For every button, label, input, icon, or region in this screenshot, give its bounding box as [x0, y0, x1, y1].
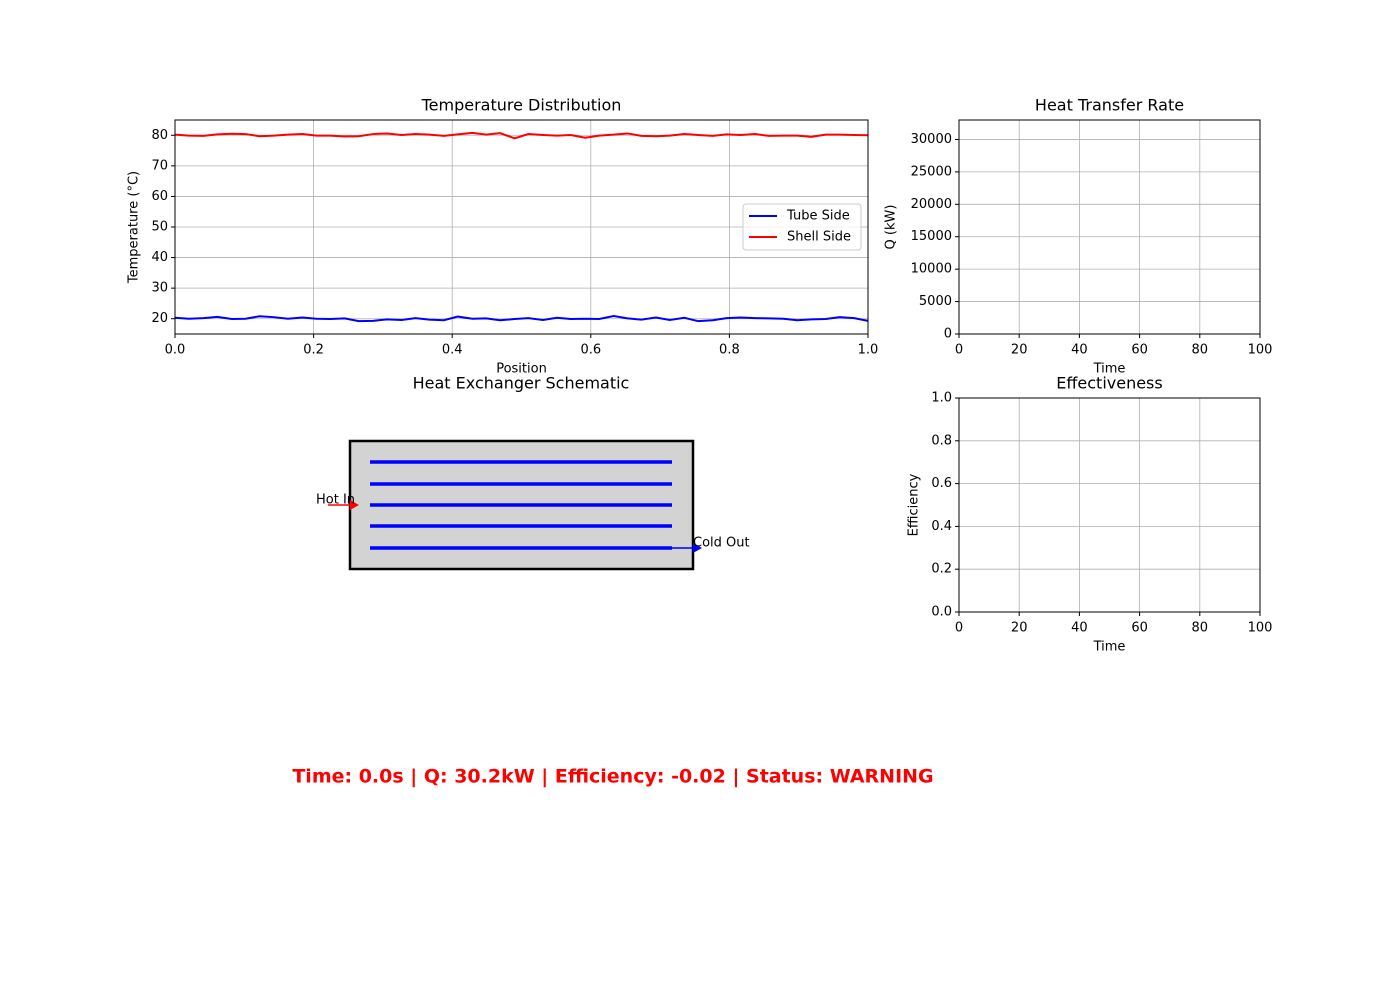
- axes-frame: [174, 119, 869, 335]
- y-tick-label: 70: [151, 158, 168, 173]
- x-tick-label: 80: [1192, 621, 1209, 636]
- y-tick-label: 1.0: [931, 391, 952, 406]
- x-tick-label: 1.0: [858, 343, 879, 358]
- y-tick-label: 30000: [911, 132, 952, 147]
- x-tick-label: 0.6: [580, 343, 601, 358]
- y-tick-label: 0.0: [931, 605, 952, 620]
- inlet-arrow-head: [350, 500, 359, 510]
- status-text: Time: 0.0s | Q: 30.2kW | Efficiency: -0.…: [292, 766, 933, 788]
- x-tick-label: 0.0: [165, 343, 186, 358]
- chart-title: Effectiveness: [1056, 374, 1162, 393]
- x-tick-label: 0: [955, 621, 963, 636]
- y-tick-label: 20000: [911, 197, 952, 212]
- y-tick-label: 80: [151, 128, 168, 143]
- series-line: [174, 131, 869, 140]
- y-tick-label: 0.2: [931, 562, 952, 577]
- axes-frame: [958, 397, 1261, 613]
- x-tick-label: 100: [1248, 343, 1273, 358]
- y-axis-label: Efficiency: [907, 473, 922, 536]
- x-tick-label: 0.8: [719, 343, 740, 358]
- outlet-arrow-head: [693, 543, 702, 553]
- y-tick-label: 25000: [911, 164, 952, 179]
- x-tick-label: 40: [1071, 621, 1088, 636]
- axes-frame: [958, 119, 1261, 335]
- x-tick-label: 60: [1131, 343, 1148, 358]
- x-axis-label: Position: [496, 362, 547, 377]
- y-tick-label: 60: [151, 189, 168, 204]
- tubes: [370, 460, 672, 550]
- y-tick-label: 10000: [911, 262, 952, 277]
- y-tick-label: 0: [944, 327, 952, 342]
- legend-label: Shell Side: [787, 230, 851, 245]
- x-tick-label: 0.4: [442, 343, 463, 358]
- y-tick-label: 50: [151, 220, 168, 235]
- chart-title: Heat Transfer Rate: [1035, 96, 1184, 115]
- y-tick-label: 20: [151, 311, 168, 326]
- legend-label: Tube Side: [786, 209, 850, 224]
- inlet-label: Hot In: [316, 493, 355, 508]
- y-tick-label: 0.6: [931, 476, 952, 491]
- x-tick-label: 20: [1011, 621, 1028, 636]
- y-tick-label: 15000: [911, 229, 952, 244]
- x-tick-label: 20: [1011, 343, 1028, 358]
- series-line: [174, 314, 869, 323]
- y-axis-label: Q (kW): [884, 205, 899, 250]
- y-tick-label: 0.4: [931, 519, 952, 534]
- y-tick-label: 40: [151, 250, 168, 265]
- schematic-title: Heat Exchanger Schematic: [413, 374, 630, 393]
- y-tick-label: 5000: [919, 294, 952, 309]
- chart-title: Temperature Distribution: [421, 96, 622, 115]
- x-tick-label: 60: [1131, 621, 1148, 636]
- y-axis-label: Temperature (°C): [127, 171, 142, 284]
- x-tick-label: 0.2: [303, 343, 324, 358]
- x-tick-label: 100: [1248, 621, 1273, 636]
- y-tick-label: 30: [151, 281, 168, 296]
- y-tick-label: 0.8: [931, 433, 952, 448]
- x-tick-label: 80: [1192, 343, 1209, 358]
- x-tick-label: 40: [1071, 343, 1088, 358]
- x-axis-label: Time: [1093, 640, 1126, 655]
- x-tick-label: 0: [955, 343, 963, 358]
- x-axis-label: Time: [1093, 362, 1126, 377]
- schematic: Heat Exchanger Schematic Hot In Cold Out: [316, 374, 750, 571]
- outlet-label: Cold Out: [693, 536, 750, 551]
